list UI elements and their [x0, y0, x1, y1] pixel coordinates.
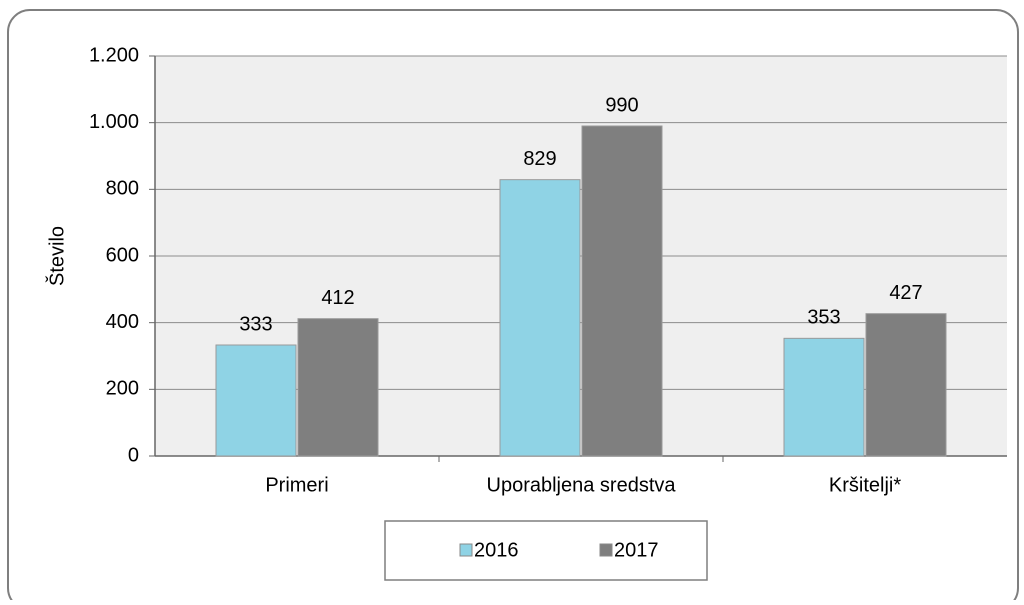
y-tick-label: 200 — [106, 378, 139, 400]
value-label: 333 — [239, 313, 272, 335]
bar — [297, 318, 379, 457]
y-tick-label: 600 — [106, 244, 139, 266]
y-tick-label: 800 — [106, 178, 139, 200]
bar — [783, 337, 865, 457]
y-tick-label: 1.200 — [89, 44, 139, 66]
legend-label: 2016 — [474, 539, 519, 561]
legend-box — [384, 520, 708, 581]
x-tick-label: Uporabljena sredstva — [487, 474, 677, 496]
legend-swatch — [459, 543, 473, 557]
value-label: 829 — [523, 148, 556, 170]
y-tick-label: 400 — [106, 311, 139, 333]
legend-swatch — [599, 543, 613, 557]
y-tick-label: 0 — [128, 444, 139, 466]
value-label: 412 — [321, 287, 354, 309]
bar — [581, 125, 663, 457]
value-label: 990 — [605, 94, 638, 116]
x-tick-label: Primeri — [265, 474, 328, 496]
bar — [499, 179, 581, 457]
value-label: 353 — [807, 307, 840, 329]
x-tick-label: Kršitelji* — [829, 474, 901, 496]
y-axis-label: Število — [45, 226, 68, 286]
bar — [865, 313, 947, 457]
legend-label: 2017 — [614, 539, 659, 561]
bar — [215, 344, 297, 457]
value-label: 427 — [889, 282, 922, 304]
y-tick-label: 1.000 — [89, 111, 139, 133]
